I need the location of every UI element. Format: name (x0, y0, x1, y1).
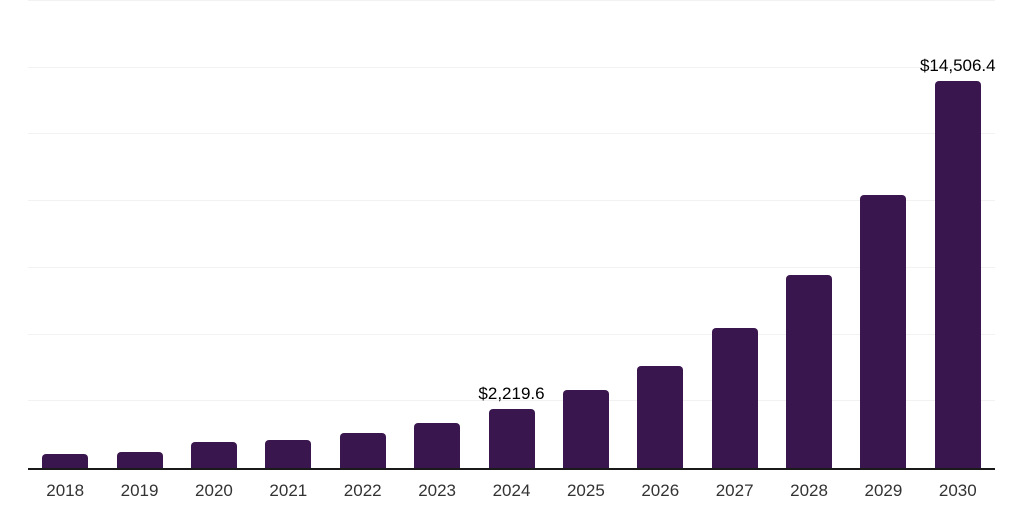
x-tick-label-2019: 2019 (120, 481, 159, 500)
data-label-2030: $14,506.4 (919, 55, 996, 75)
x-tick-label-2026: 2026 (641, 481, 680, 500)
bar-2020 (190, 442, 237, 468)
x-axis-tick-labels: 2018 2019 2020 2021 2022 2023 2024 2025 2026 2027… (28, 482, 995, 504)
gridline (28, 133, 995, 135)
bar-2019 (116, 451, 163, 468)
x-axis-line (28, 468, 995, 470)
gridline (28, 400, 995, 402)
x-tick-label-2023: 2023 (418, 481, 457, 500)
x-tick-label-2030: 2030 (938, 481, 977, 500)
bar-2029 (860, 195, 907, 468)
x-tick-label-2025: 2025 (566, 481, 605, 500)
gridline (28, 0, 995, 1)
bar-2022 (339, 433, 386, 468)
data-label-2024: $2,219.6 (478, 383, 545, 403)
bar-2028 (786, 274, 833, 468)
gridline (28, 66, 995, 68)
x-tick-label-2020: 2020 (195, 481, 233, 500)
gridline (28, 266, 995, 268)
bar-2027 (711, 327, 758, 468)
x-tick-label-2018: 2018 (46, 481, 85, 500)
bar-2021 (265, 440, 312, 468)
bar-2018 (42, 454, 89, 468)
gridline (28, 333, 995, 335)
x-tick-label-2022: 2022 (343, 481, 382, 500)
x-tick-label-2021: 2021 (269, 481, 308, 500)
x-tick-label-2028: 2028 (790, 481, 828, 500)
plot-area: $2,219.6 $14,506.4 (28, 0, 996, 470)
bar-2030 (934, 80, 981, 468)
x-tick-label-2024: 2024 (492, 481, 531, 500)
bar-2023 (414, 423, 461, 468)
bar-2024 (488, 408, 535, 468)
gridline (28, 200, 995, 202)
x-tick-label-2027: 2027 (715, 481, 754, 500)
bar-2025 (562, 390, 609, 468)
x-tick-label-2029: 2029 (864, 481, 903, 500)
bar-2026 (637, 365, 684, 468)
